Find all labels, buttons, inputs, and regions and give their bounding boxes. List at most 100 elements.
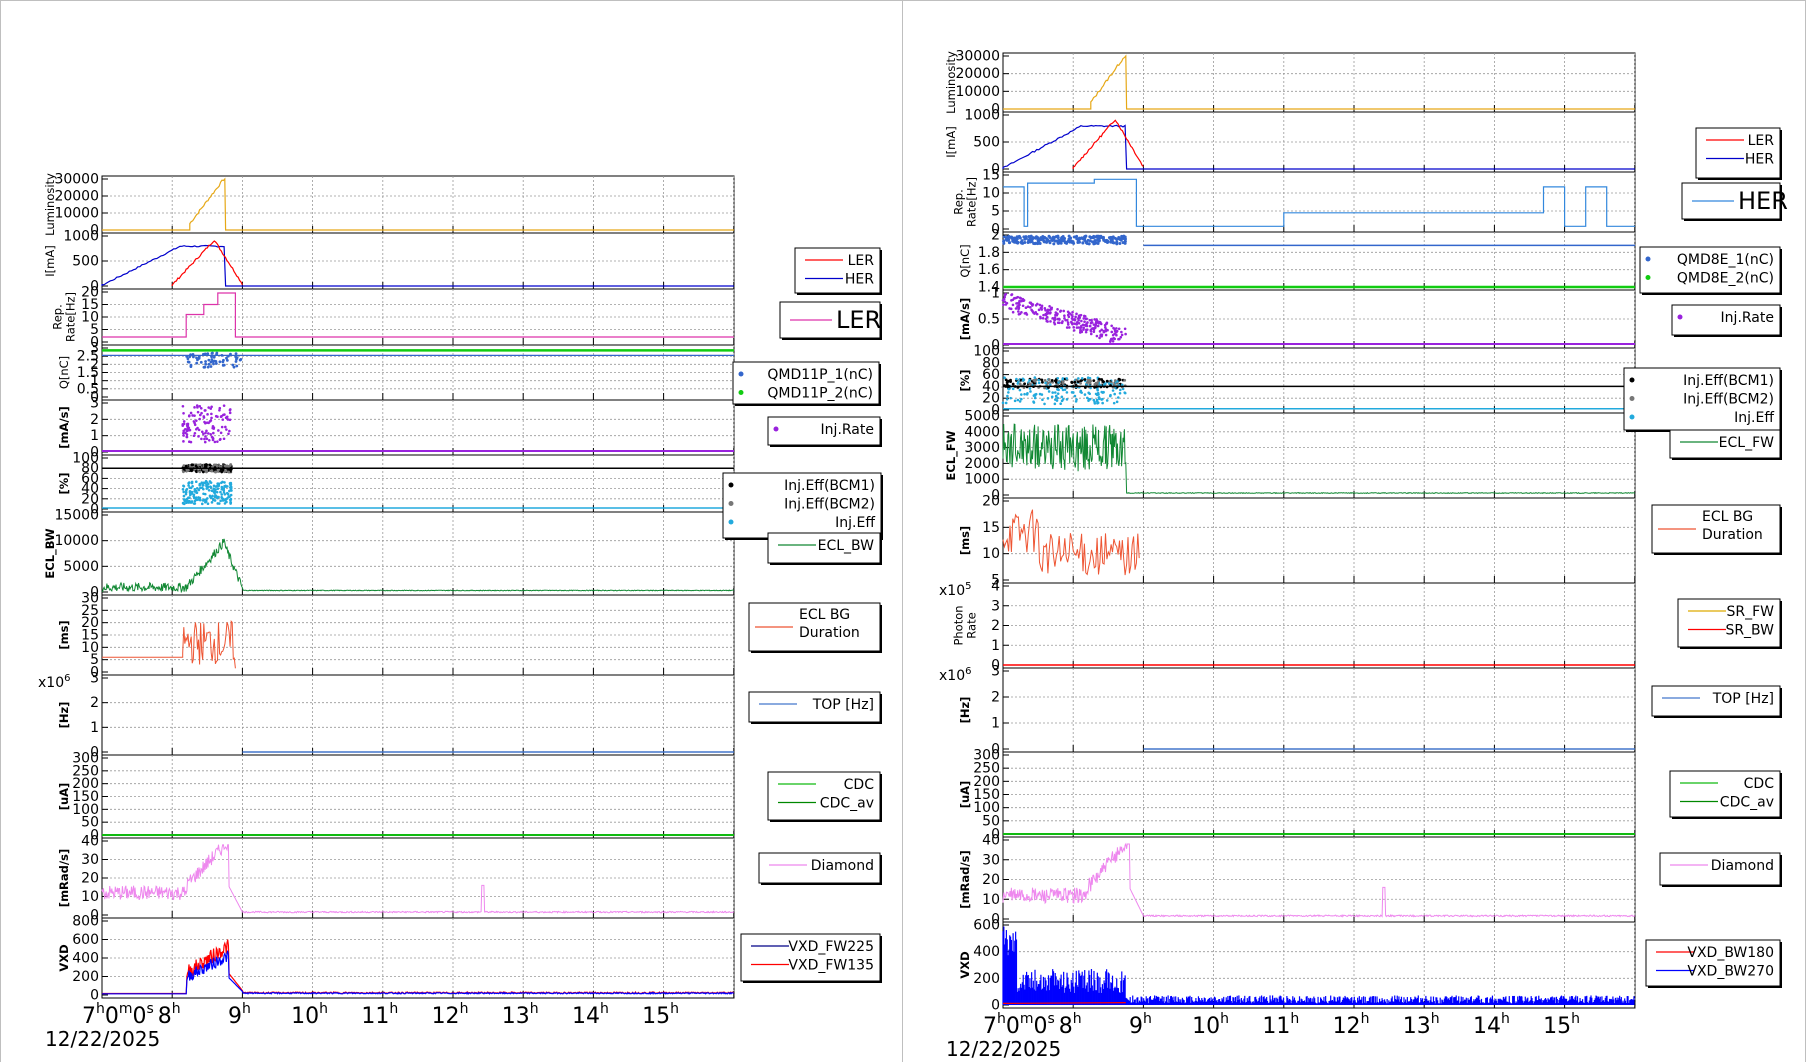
inj-eff-point (1063, 388, 1067, 391)
inj-rate-point (228, 411, 232, 415)
left-ylabel: I[mA] (43, 245, 57, 276)
right-ylabel: Q[nC] (958, 244, 972, 277)
inj-rate-point (192, 434, 196, 438)
inj-rate-point (1123, 327, 1127, 331)
left-legend-7: ECL_BW (767, 532, 882, 565)
left-ytick-label: 40 (81, 834, 99, 850)
right-legend-4: QMD8E_1(nC) QMD8E_2(nC) (1639, 246, 1782, 295)
qmd1-point (1020, 239, 1024, 243)
inj-rate-point (207, 438, 211, 442)
inj-rate-point (1073, 317, 1077, 321)
left-x-tick-sup: h (389, 1001, 398, 1017)
inj-eff-point (190, 469, 194, 473)
inj-eff-point (1113, 392, 1116, 396)
inj-eff-point (182, 484, 185, 488)
inj-rate-point (1099, 322, 1103, 326)
right-panel-frame (1002, 497, 1636, 584)
left-ytick-label: 25 (81, 603, 99, 619)
qmd1-point (1123, 239, 1127, 243)
inj-rate-point (1102, 329, 1105, 333)
ler-line (1072, 119, 1144, 169)
left-ylabel-line: ECL_BW (43, 528, 58, 579)
qmd1-point (1109, 240, 1113, 244)
right-ytick-label: 30 (982, 852, 1000, 868)
inj-eff-point (1087, 379, 1091, 383)
inj-rate-point (197, 428, 201, 432)
inj-rate-point (1088, 318, 1092, 322)
right-panel-frame (1002, 52, 1636, 113)
qmd1-point (1015, 235, 1019, 239)
left-x-tick-sup: h (319, 1001, 328, 1017)
inj-eff-point (194, 489, 198, 493)
left-legend-box (740, 933, 881, 982)
inj-eff-point (195, 487, 199, 490)
qmd1-point (1022, 235, 1026, 239)
inj-rate-point (1072, 329, 1076, 332)
qmd1-point (1026, 241, 1030, 245)
right-legend-label: HER (1745, 152, 1774, 168)
inj-eff-point (210, 489, 214, 492)
inj-rate-point (1018, 303, 1021, 307)
qmd1-point (210, 355, 213, 359)
right-legend-label: SR_BW (1725, 623, 1774, 639)
inj-eff-point (226, 485, 229, 488)
inj-rate-point (1109, 337, 1113, 341)
right-ytick-label: 10000 (955, 84, 1000, 100)
inj-eff-point (1044, 381, 1047, 385)
left-ytick-label: 0 (90, 988, 99, 1004)
inj-rate-point (210, 416, 213, 420)
inj-eff-point (194, 480, 198, 483)
qmd1-point (232, 365, 236, 369)
qmd1-point (214, 362, 218, 365)
left-time-axis: 7h0m0s 8h 9h 10h 11h 12h 13h 14h 15h 12/22/2025 (45, 1001, 679, 1051)
right-ytick-label: 1.4 (978, 280, 1000, 296)
inj-rate-point (182, 412, 185, 415)
qmd1-point (1121, 241, 1125, 245)
inj-eff-point (210, 501, 214, 504)
inj-eff-point (197, 496, 200, 499)
inj-eff-point (1048, 380, 1052, 384)
inj-rate-point (210, 412, 213, 416)
inj-eff-point (1007, 379, 1010, 383)
left-ytick-label: 0 (90, 585, 99, 601)
right-multiplier: x105 (939, 581, 971, 599)
inj-eff-point (1005, 397, 1009, 401)
inj-rate-point (1120, 330, 1123, 334)
qmd1-point (1095, 235, 1099, 239)
her-line (101, 244, 734, 287)
inj-eff-point (1101, 397, 1104, 401)
diamond-line (1002, 842, 1636, 918)
inj-eff-point (1088, 392, 1091, 396)
left-x-tick-sup: h (172, 1001, 181, 1017)
left-ytick-label: 10000 (54, 206, 99, 222)
inj-rate-point (200, 411, 203, 415)
inj-rate-point (1089, 332, 1093, 336)
inj-rate-point (1049, 311, 1052, 314)
right-ylabel-line: Q[nC] (958, 244, 972, 277)
right-ytick-label: 60 (982, 367, 1000, 383)
qmd1-point (1052, 242, 1056, 246)
right-legend-marker (1645, 256, 1651, 262)
right-legend-11: CDC CDC_av (1669, 770, 1782, 819)
left-legend-label: Inj.Eff(BCM1) (784, 478, 875, 494)
inj-eff-point (184, 490, 188, 494)
right-ylabel: [Hz] (958, 697, 972, 724)
right-ylabel-line: Rate[Hz] (964, 177, 978, 227)
right-ytick-label: 15 (982, 520, 1000, 536)
right-legend-5: Inj.Rate (1671, 304, 1782, 337)
inj-rate-point (1096, 324, 1100, 328)
inj-rate-point (219, 437, 222, 441)
left-panel-2: 1000 500 0 I[mA] (43, 229, 735, 295)
inj-eff-point (1076, 380, 1080, 384)
right-legend-marker (1645, 275, 1651, 280)
right-ylabel-line: [uA] (958, 781, 972, 809)
right-ytick-label: 0 (991, 488, 1000, 504)
inj-eff-point (222, 487, 226, 490)
left-ytick-label: 0 (90, 445, 99, 461)
inj-eff-point (1100, 390, 1104, 394)
inj-eff-point (184, 492, 188, 496)
inj-eff-point (1097, 393, 1100, 396)
inj-rate-point (1118, 337, 1121, 341)
qmd1-point (1115, 237, 1119, 241)
ecl-line (1002, 423, 1636, 495)
